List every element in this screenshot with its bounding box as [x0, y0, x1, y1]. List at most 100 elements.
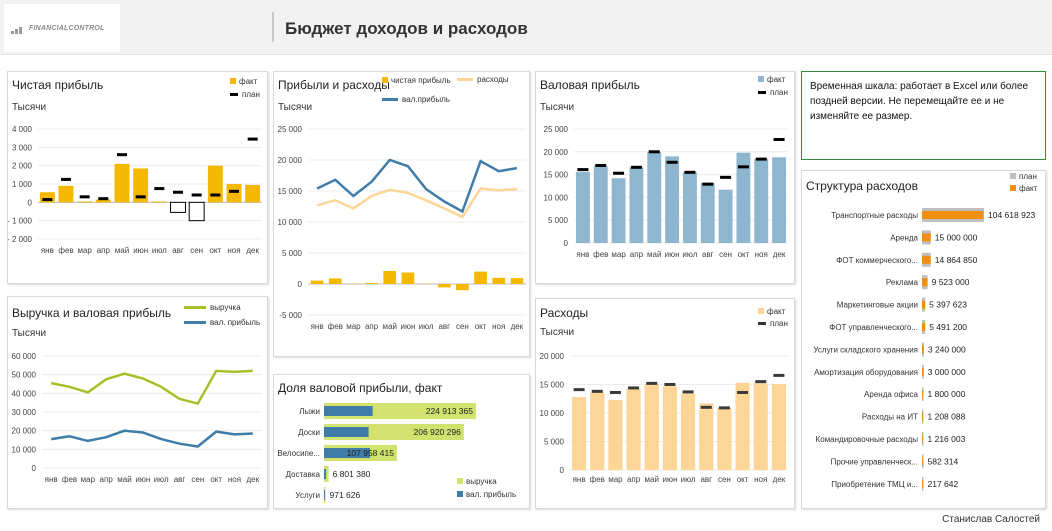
- chart-title: Расходы: [540, 306, 588, 320]
- net-profit-panel[interactable]: Чистая прибыль Тысячи факт план 4 000 3 000 2 …: [7, 71, 268, 284]
- legend-plan-label: план: [242, 90, 260, 99]
- y-tick-label: 10 000: [540, 409, 565, 418]
- gross-share-panel[interactable]: Доля валовой прибыли, факт Лыжи 224 913 36…: [273, 374, 530, 509]
- fact-bar: [735, 382, 750, 470]
- fact-bar: [626, 388, 641, 470]
- category-label: Командировочные расходы: [816, 435, 919, 444]
- plan-marker: [210, 193, 221, 197]
- profit-expenses-panel[interactable]: Прибыли и расходы Тысячи чистая прибыль рас…: [273, 71, 530, 357]
- fact-bar: [58, 185, 74, 203]
- fact-bar: [922, 457, 923, 466]
- legend-fact-label: факт: [239, 77, 258, 86]
- y-tick-label: 40 000: [12, 389, 37, 398]
- y-tick-label: 30 000: [12, 408, 37, 417]
- value-label: 107 958 415: [347, 448, 395, 458]
- fact-bar: [753, 383, 768, 470]
- legend-gross-label: вал. прибыль: [466, 490, 516, 499]
- value-label: 6 801 380: [333, 469, 371, 479]
- fact-bar: [922, 278, 928, 287]
- x-tick-label: янв: [576, 250, 589, 259]
- x-tick-label: май: [645, 475, 659, 484]
- page-title: Бюджет доходов и расходов: [285, 19, 528, 38]
- category-label: ФОТ коммерческого...: [836, 256, 918, 265]
- fact-bar: [699, 403, 714, 470]
- value-label: 582 314: [928, 456, 959, 466]
- y-tick-label: 25 000: [544, 125, 569, 134]
- plan-marker: [191, 193, 202, 197]
- plan-marker: [755, 380, 767, 384]
- x-tick-label: окт: [475, 322, 487, 331]
- fact-bar: [922, 211, 984, 219]
- y-tick-label: 3 000: [12, 143, 33, 152]
- expenses-panel[interactable]: Расходы Тысячи факт план 20 000 15 000 10 000 5…: [535, 298, 795, 509]
- value-label: 14 864 850: [935, 255, 978, 265]
- plan-marker: [646, 381, 658, 385]
- x-tick-label: авг: [700, 475, 712, 484]
- x-tick-label: окт: [738, 250, 750, 259]
- x-tick-label: июл: [419, 322, 434, 331]
- category-label: Лыжи: [299, 407, 320, 416]
- value-label: 1 208 088: [928, 412, 966, 422]
- expense-structure-chart: Структура расходов план факт Транспортные р…: [806, 172, 1038, 491]
- x-tick-label: дек: [773, 475, 786, 484]
- x-tick-label: июл: [152, 246, 167, 255]
- y-axis-title: Тысячи: [540, 102, 574, 113]
- category-label: Услуги складского хранения: [813, 345, 918, 354]
- gross-profit-panel[interactable]: Валовая прибыль Тысячи факт план 25 000 20 00…: [535, 71, 795, 284]
- plan-marker: [702, 182, 714, 186]
- category-label: Услуги: [295, 491, 320, 500]
- y-tick-label: - 2 000: [8, 235, 33, 244]
- fact-bar: [611, 178, 626, 243]
- y-tick-label: 0: [298, 280, 303, 289]
- plan-marker: [718, 406, 730, 410]
- chart-title: Доля валовой прибыли, факт: [278, 381, 443, 395]
- y-tick-label: 60 000: [12, 352, 37, 361]
- chart-title: Валовая прибыль: [540, 78, 640, 92]
- chart-title: Чистая прибыль: [12, 78, 103, 92]
- gross-profit-bar: [324, 406, 373, 416]
- fact-bar: [717, 407, 732, 470]
- net-profit-bar: [365, 283, 378, 284]
- category-label: Аренда: [890, 233, 918, 242]
- value-label: 971 626: [330, 490, 361, 500]
- x-tick-label: янв: [45, 475, 58, 484]
- category-label: Приобретение ТМЦ и...: [831, 480, 918, 489]
- fact-bar: [754, 159, 769, 243]
- fact-bar: [700, 182, 715, 243]
- legend-expense-label: расходы: [477, 75, 509, 84]
- x-tick-label: фев: [328, 322, 343, 331]
- revenue-gross-panel[interactable]: Выручка и валовая прибыль Тысячи выручка ва…: [7, 296, 268, 509]
- fact-bar: [575, 171, 590, 243]
- x-tick-label: дек: [247, 475, 260, 484]
- x-tick-label: сен: [190, 246, 203, 255]
- header: FINANCIALCONTROL Бюджет доходов и расход…: [0, 0, 1052, 55]
- gross-profit-line: [51, 429, 253, 448]
- fact-bar: [245, 184, 261, 203]
- x-tick-label: апр: [627, 475, 641, 484]
- x-tick-label: авг: [174, 475, 186, 484]
- x-tick-label: фев: [590, 475, 605, 484]
- fact-bar: [922, 323, 926, 331]
- plan-marker: [42, 198, 53, 202]
- y-tick-label: 15 000: [544, 171, 569, 180]
- fact-bar: [771, 383, 787, 470]
- x-tick-label: сен: [191, 475, 204, 484]
- plan-marker: [173, 190, 183, 194]
- x-tick-label: сен: [456, 322, 469, 331]
- legend-fact-swatch: [758, 76, 764, 82]
- y-axis-title: Тысячи: [12, 328, 46, 339]
- gross-profit-line: [316, 158, 518, 214]
- y-tick-label: - 1 000: [8, 217, 33, 226]
- expense-line: [316, 187, 517, 219]
- legend-net-swatch: [382, 77, 388, 83]
- x-tick-label: май: [383, 322, 397, 331]
- logo: FINANCIALCONTROL: [4, 4, 120, 52]
- x-tick-label: авг: [172, 246, 184, 255]
- expense-structure-panel[interactable]: Структура расходов план факт Транспортные р…: [801, 170, 1046, 509]
- plan-marker: [628, 386, 640, 390]
- fact-bar: [644, 383, 659, 470]
- y-axis-title: Тысячи: [278, 102, 312, 113]
- y-tick-label: 5 000: [282, 249, 303, 258]
- y-tick-label: 15 000: [540, 381, 565, 390]
- x-tick-label: дек: [511, 322, 524, 331]
